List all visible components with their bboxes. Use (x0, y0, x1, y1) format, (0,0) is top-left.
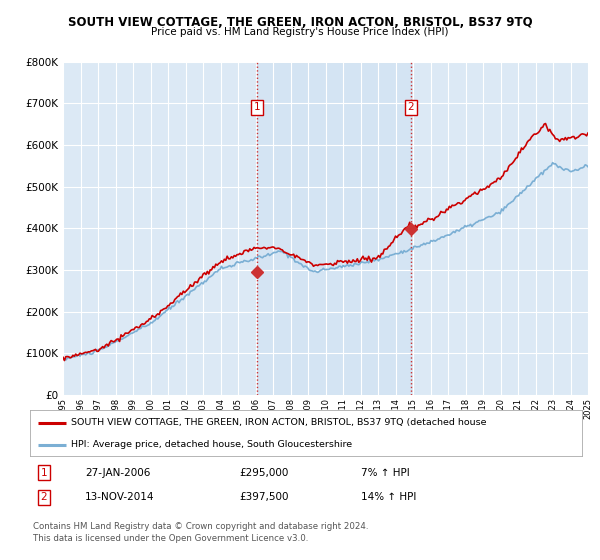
Text: Contains HM Land Registry data © Crown copyright and database right 2024.
This d: Contains HM Land Registry data © Crown c… (33, 522, 368, 543)
Bar (257, 62, 411, 395)
Text: 2: 2 (40, 492, 47, 502)
Text: 1: 1 (253, 102, 260, 113)
Text: £397,500: £397,500 (240, 492, 289, 502)
Text: SOUTH VIEW COTTAGE, THE GREEN, IRON ACTON, BRISTOL, BS37 9TQ: SOUTH VIEW COTTAGE, THE GREEN, IRON ACTO… (68, 16, 532, 29)
Text: 7% ↑ HPI: 7% ↑ HPI (361, 468, 410, 478)
Text: £295,000: £295,000 (240, 468, 289, 478)
Text: HPI: Average price, detached house, South Gloucestershire: HPI: Average price, detached house, Sout… (71, 440, 353, 450)
Text: 14% ↑ HPI: 14% ↑ HPI (361, 492, 416, 502)
Text: 27-JAN-2006: 27-JAN-2006 (85, 468, 151, 478)
Text: Price paid vs. HM Land Registry's House Price Index (HPI): Price paid vs. HM Land Registry's House … (151, 27, 449, 37)
Text: 13-NOV-2014: 13-NOV-2014 (85, 492, 155, 502)
Text: 2: 2 (407, 102, 414, 113)
Text: SOUTH VIEW COTTAGE, THE GREEN, IRON ACTON, BRISTOL, BS37 9TQ (detached house: SOUTH VIEW COTTAGE, THE GREEN, IRON ACTO… (71, 418, 487, 427)
Text: 1: 1 (40, 468, 47, 478)
